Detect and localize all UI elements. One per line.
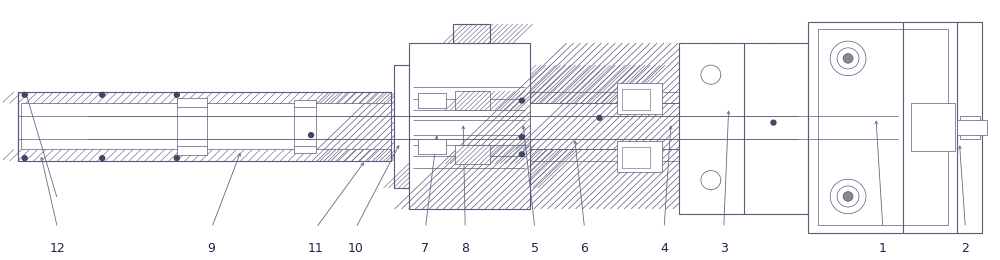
Circle shape: [519, 98, 524, 103]
Circle shape: [22, 156, 27, 160]
Bar: [455, 91, 490, 110]
Circle shape: [100, 156, 105, 160]
Circle shape: [597, 115, 602, 120]
Bar: [294, 100, 316, 153]
Bar: [818, 29, 948, 225]
Text: 6: 6: [581, 242, 588, 255]
Circle shape: [701, 65, 721, 84]
Bar: [808, 22, 962, 233]
Circle shape: [519, 135, 524, 139]
Bar: [530, 103, 679, 150]
Bar: [418, 93, 446, 108]
Bar: [394, 65, 409, 188]
Circle shape: [843, 192, 853, 201]
Circle shape: [830, 179, 866, 214]
Text: 4: 4: [660, 242, 668, 255]
Bar: [679, 43, 808, 214]
Bar: [418, 139, 446, 154]
Circle shape: [22, 92, 27, 97]
Text: 7: 7: [421, 242, 429, 255]
Text: 1: 1: [879, 242, 887, 255]
Bar: [622, 89, 650, 110]
Circle shape: [843, 54, 853, 63]
Bar: [957, 120, 987, 135]
Circle shape: [771, 120, 776, 125]
Bar: [453, 24, 490, 43]
Circle shape: [100, 92, 105, 97]
Text: 5: 5: [531, 242, 539, 255]
Text: 12: 12: [50, 242, 65, 255]
Bar: [617, 141, 662, 172]
Circle shape: [830, 41, 866, 76]
Text: 3: 3: [720, 242, 728, 255]
Circle shape: [837, 186, 859, 207]
Text: 10: 10: [348, 242, 364, 255]
Text: 9: 9: [208, 242, 216, 255]
Bar: [18, 92, 391, 161]
Bar: [617, 83, 662, 114]
Bar: [409, 43, 530, 209]
Text: 8: 8: [461, 242, 469, 255]
Text: 2: 2: [961, 242, 969, 255]
Bar: [911, 103, 955, 151]
Circle shape: [701, 171, 721, 190]
Bar: [455, 145, 490, 164]
Circle shape: [837, 48, 859, 69]
Circle shape: [309, 133, 314, 138]
Bar: [957, 22, 982, 233]
Text: 11: 11: [308, 242, 324, 255]
Circle shape: [519, 152, 524, 157]
Bar: [960, 116, 980, 139]
Circle shape: [174, 92, 179, 97]
Bar: [622, 147, 650, 168]
Circle shape: [174, 156, 179, 160]
Bar: [21, 103, 391, 150]
Bar: [177, 98, 207, 155]
